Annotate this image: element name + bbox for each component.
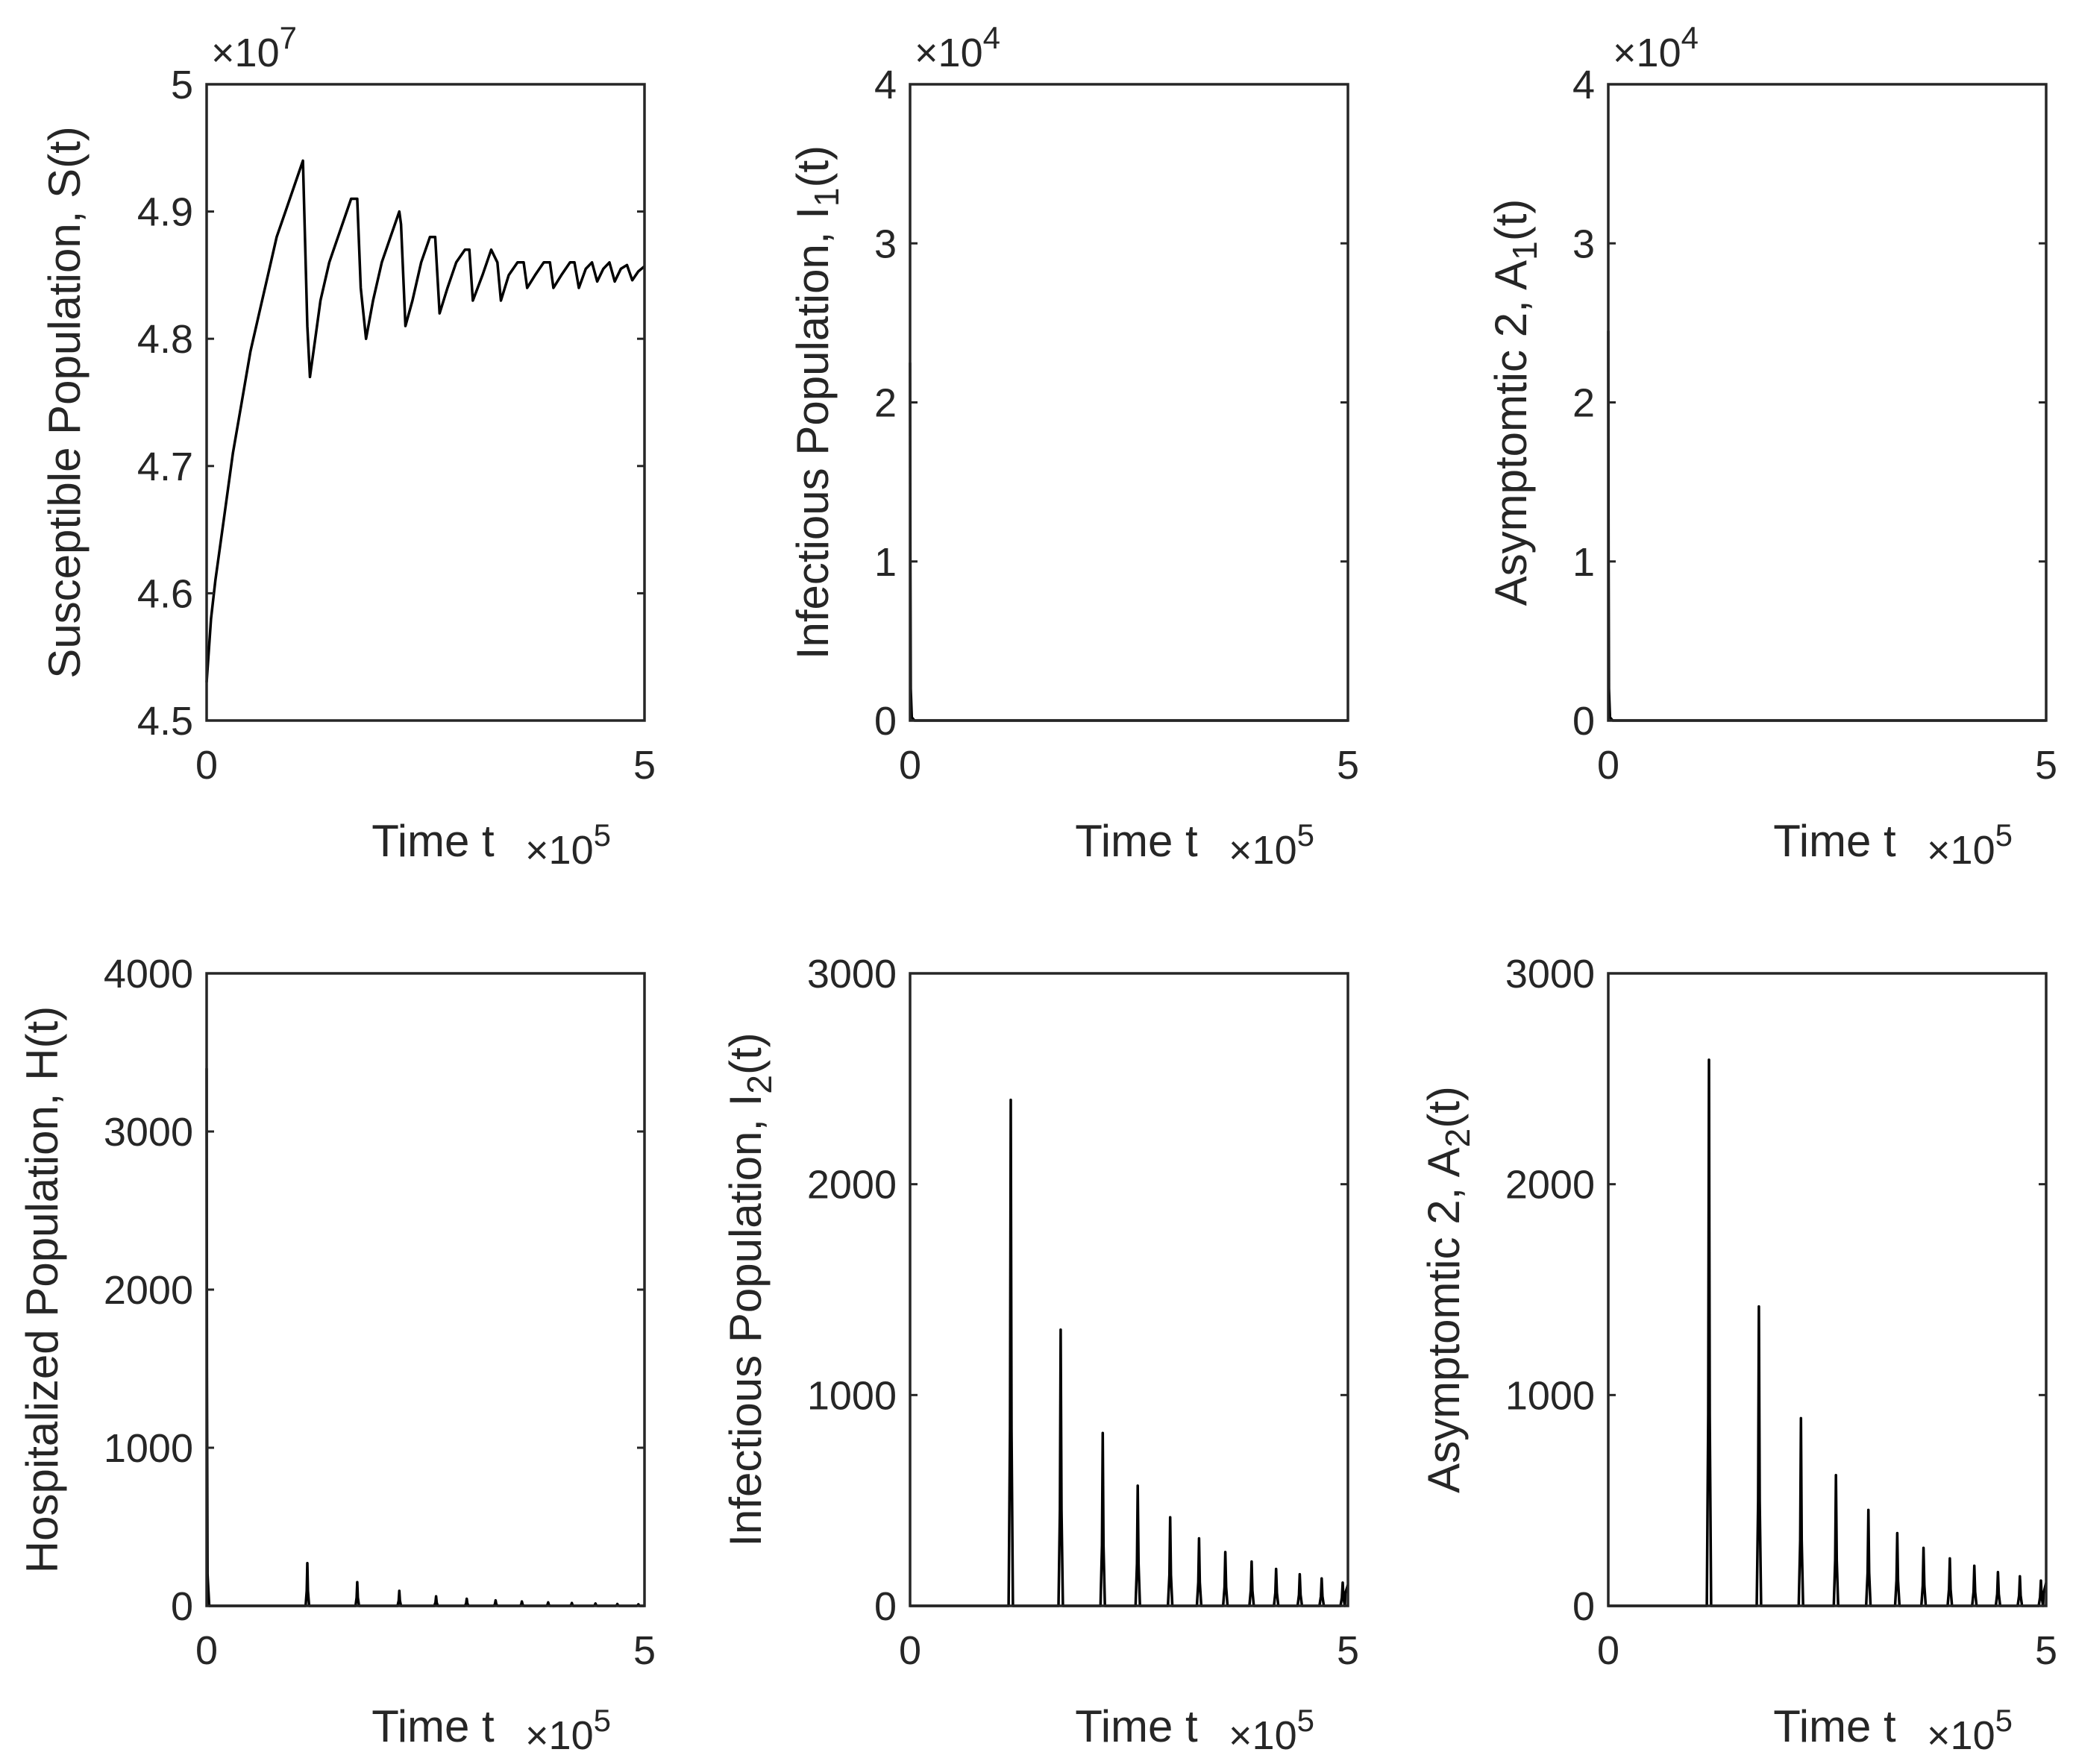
x-tick-label: 0 [195, 743, 218, 788]
y-tick-label: 1000 [104, 1426, 193, 1471]
x-tick-label: 5 [2035, 1628, 2057, 1673]
x-axis-label: Time t [371, 816, 495, 866]
y-tick-label: 2000 [104, 1268, 193, 1313]
axes-box [1607, 972, 2048, 1607]
y-axis-label: Asymptomtic 2, A1(t) [1486, 199, 1544, 606]
x-tick-label: 0 [1597, 1628, 1619, 1673]
x-multiplier: ×105 [525, 1703, 611, 1758]
subplot-top-middle: 0 1 2 3 4 0 5 Time t ×105 ×104 Infectious Populati… [788, 20, 1359, 873]
x-tick-label: 5 [1337, 743, 1359, 788]
x-axis-label: Time t [1773, 816, 1896, 866]
y-tick-label: 4.8 [137, 317, 193, 362]
y-axis-label: Infectious Population, I1(t) [788, 145, 846, 659]
y-multiplier: ×104 [915, 20, 1000, 75]
x-tick-label: 5 [2035, 743, 2057, 788]
y-tick-label: 4000 [104, 952, 193, 996]
x-multiplier: ×105 [525, 817, 611, 873]
x-tick-label: 0 [1597, 743, 1619, 788]
y-tick-label: 4.6 [137, 571, 193, 616]
subplot-bottom-left: 0 1000 2000 3000 4000 0 5 Time t ×105 Hospitalize… [17, 952, 656, 1758]
y-tick-label: 4 [874, 63, 897, 107]
x-tick-label: 5 [633, 743, 656, 788]
y-tick-label: 3000 [104, 1110, 193, 1155]
x-axis-label: Time t [1075, 1701, 1198, 1751]
x-multiplier: ×105 [1927, 1703, 2013, 1758]
x-axis-label: Time t [1075, 816, 1198, 866]
y-tick-label: 2 [874, 381, 897, 426]
y-axis-label: Asymptomtic 2, A2(t) [1419, 1086, 1477, 1493]
subplot-top-left: 4.5 4.6 4.7 4.8 4.9 5 0 5 Time t ×105 ×107 Suscepti… [40, 20, 656, 873]
x-multiplier: ×105 [1229, 817, 1314, 873]
y-tick-label: 0 [1572, 1584, 1595, 1629]
x-tick-label: 5 [1337, 1628, 1359, 1673]
y-tick-label: 2000 [1505, 1163, 1595, 1208]
y-tick-label: 3000 [1505, 952, 1595, 996]
y-tick-label: 5 [171, 63, 193, 107]
x-multiplier: ×105 [1229, 1703, 1314, 1758]
y-tick-label: 1 [1572, 540, 1595, 585]
x-tick-label: 0 [195, 1628, 218, 1673]
y-axis-label: Hospitalized Population, H(t) [17, 1006, 67, 1573]
x-tick-label: 5 [633, 1628, 656, 1673]
y-tick-label: 0 [874, 699, 897, 744]
y-tick-label: 1 [874, 540, 897, 585]
y-multiplier: ×107 [211, 20, 297, 75]
axes-box [909, 972, 1349, 1607]
x-axis-label: Time t [371, 1701, 495, 1751]
y-tick-label: 4.5 [137, 699, 193, 744]
y-tick-label: 4.7 [137, 445, 193, 489]
subplot-top-right: 0 1 2 3 4 0 5 Time t ×105 ×104 Asymptomtic 2, A1(t… [1486, 20, 2057, 873]
x-multiplier: ×105 [1927, 817, 2013, 873]
x-axis-label: Time t [1773, 1701, 1896, 1751]
y-multiplier: ×104 [1613, 20, 1699, 75]
series-line-S [205, 159, 646, 682]
y-tick-label: 3 [1572, 222, 1595, 266]
y-tick-label: 0 [171, 1584, 193, 1629]
y-tick-label: 3000 [807, 952, 897, 996]
y-tick-label: 1000 [807, 1373, 897, 1418]
y-axis-label: Infectious Population, I2(t) [721, 1032, 779, 1546]
y-tick-label: 4 [1572, 63, 1595, 107]
y-tick-label: 0 [1572, 699, 1595, 744]
y-tick-label: 3 [874, 222, 897, 266]
x-tick-label: 0 [899, 743, 921, 788]
x-tick-label: 0 [899, 1628, 921, 1673]
y-tick-label: 4.9 [137, 190, 193, 235]
y-tick-label: 2000 [807, 1163, 897, 1208]
subplot-bottom-middle: 0 1000 2000 3000 0 5 Time t ×105 Infectious Popu… [721, 952, 1359, 1758]
y-axis-label: Susceptible Population, S(t) [40, 126, 90, 678]
axes-box [205, 83, 646, 722]
y-tick-label: 0 [874, 1584, 897, 1629]
y-tick-label: 2 [1572, 381, 1595, 426]
y-tick-label: 1000 [1505, 1373, 1595, 1418]
subplot-bottom-right: 0 1000 2000 3000 0 5 Time t ×105 Asymptomtic 2, … [1419, 952, 2057, 1758]
